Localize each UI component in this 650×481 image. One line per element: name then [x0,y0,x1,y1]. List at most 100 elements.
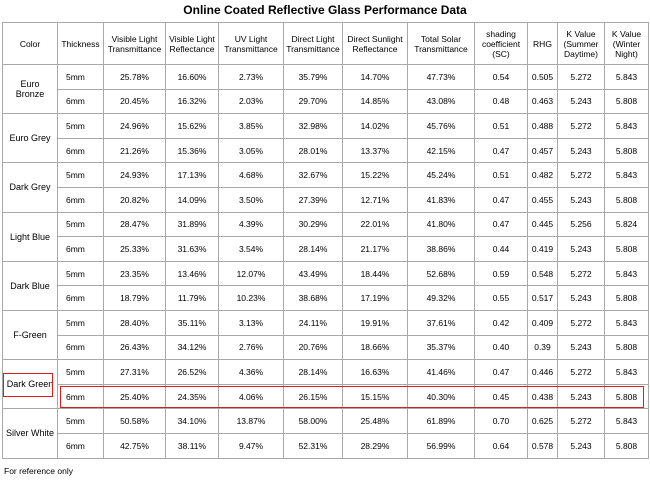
value-cell: 0.42 [474,309,528,336]
value-cell: 40.30% [407,383,475,410]
value-cell: 5.243 [557,383,605,410]
value-cell: 16.63% [342,359,408,385]
thickness-cell: 6mm [57,334,104,361]
value-cell: 0.445 [527,211,558,238]
table-row: 6mm 18.79% 11.79% 10.23% 38.68% 17.19% 49.32% 0… [3,285,649,311]
value-cell: 0.438 [527,383,558,410]
value-cell: 5.808 [604,88,649,115]
table-row: 6mm 20.82% 14.09% 3.50% 27.39% 12.71% 41.83% 0.… [3,186,649,213]
color-cell: F-Green [2,309,58,361]
thickness-cell: 6mm [57,285,104,311]
thickness-cell: 6mm [57,137,104,164]
value-cell: 0.51 [474,113,528,139]
value-cell: 5.243 [557,432,605,459]
header-cell: shading coefficient (SC) [474,22,528,65]
color-cell: Silver White [2,408,58,459]
value-cell: 18.44% [342,260,408,287]
value-cell: 41.83% [407,186,475,213]
value-cell: 35.11% [165,309,219,336]
table-body: Euro Bronze 5mm 25.78% 16.60% 2.73% 35.79% 14.… [2,63,649,459]
value-cell: 17.13% [165,162,219,188]
table-row: 6mm 42.75% 38.11% 9.47% 52.31% 28.29% 56.99% 0.… [3,432,649,459]
value-cell: 49.32% [407,285,475,311]
value-cell: 4.39% [218,211,284,238]
table-row: Euro Grey 5mm 24.96% 15.62% 3.85% 32.98% 14.02… [2,113,649,164]
value-cell: 11.79% [165,285,219,311]
value-cell: 4.68% [218,162,284,188]
value-cell: 43.49% [283,260,343,287]
value-cell: 20.76% [283,334,343,361]
value-cell: 0.59 [474,260,528,287]
value-cell: 23.35% [103,260,166,287]
header-cell: Total Solar Transmittance [407,22,475,65]
value-cell: 3.54% [218,236,284,262]
value-cell: 3.05% [218,137,284,164]
value-cell: 41.80% [407,211,475,238]
value-cell: 24.93% [103,162,166,188]
value-cell: 0.64 [474,432,528,459]
value-cell: 10.23% [218,285,284,311]
color-cell: Dark Green [2,359,58,410]
value-cell: 28.40% [103,309,166,336]
header-row: Color Thickness Visible Light Transmittanc… [2,22,649,65]
value-cell: 32.67% [283,162,343,188]
value-cell: 30.29% [283,211,343,238]
value-cell: 3.13% [218,309,284,336]
value-cell: 38.86% [407,236,475,262]
value-cell: 0.482 [527,162,558,188]
table-row: 6mm 25.33% 31.63% 3.54% 28.14% 21.17% 38.86% 0.… [3,236,649,262]
table-row: Dark Grey 5mm 24.93% 17.13% 4.68% 32.67% 15.22… [2,162,649,213]
value-cell: 0.517 [527,285,558,311]
value-cell: 15.62% [165,113,219,139]
value-cell: 0.409 [527,309,558,336]
value-cell: 5.843 [604,309,649,336]
value-cell: 31.89% [165,211,219,238]
value-cell: 3.50% [218,186,284,213]
value-cell: 5.272 [557,113,605,139]
value-cell: 5.808 [604,334,649,361]
value-cell: 22.01% [342,211,408,238]
value-cell: 5.824 [604,211,649,238]
value-cell: 20.82% [103,186,166,213]
value-cell: 15.36% [165,137,219,164]
value-cell: 35.79% [283,64,343,90]
value-cell: 37.61% [407,309,475,336]
table-row: Dark Green 5mm 27.31% 26.52% 4.36% 28.14% 16.6… [2,359,649,410]
value-cell: 18.66% [342,334,408,361]
value-cell: 5.243 [557,137,605,164]
value-cell: 0.578 [527,432,558,459]
value-cell: 5.272 [557,162,605,188]
value-cell: 26.52% [165,359,219,385]
thickness-cell: 6mm [57,88,104,115]
header-cell: UV Light Transmittance [218,22,284,65]
table-row: F-Green 5mm 28.40% 35.11% 3.13% 24.11% 19.91% 3… [2,309,649,361]
value-cell: 0.446 [527,359,558,385]
value-cell: 26.43% [103,334,166,361]
table-row: 6mm 25.40% 24.35% 4.06% 26.15% 15.15% 40.30% 0.… [3,383,649,410]
value-cell: 18.79% [103,285,166,311]
value-cell: 38.11% [165,432,219,459]
value-cell: 0.55 [474,285,528,311]
value-cell: 0.505 [527,64,558,90]
color-cell: Light Blue [2,211,58,262]
value-cell: 15.22% [342,162,408,188]
value-cell: 5.808 [604,383,649,410]
value-cell: 14.02% [342,113,408,139]
value-cell: 0.70 [474,408,528,434]
value-cell: 20.45% [103,88,166,115]
value-cell: 28.01% [283,137,343,164]
value-cell: 5.243 [557,334,605,361]
value-cell: 50.58% [103,408,166,434]
value-cell: 0.625 [527,408,558,434]
value-cell: 5.243 [557,186,605,213]
value-cell: 56.99% [407,432,475,459]
value-cell: 0.47 [474,137,528,164]
value-cell: 0.48 [474,88,528,115]
value-cell: 5.843 [604,408,649,434]
value-cell: 0.54 [474,64,528,90]
value-cell: 0.488 [527,113,558,139]
value-cell: 35.37% [407,334,475,361]
value-cell: 0.45 [474,383,528,410]
thickness-cell: 6mm [57,186,104,213]
color-cell: Dark Grey [2,162,58,213]
